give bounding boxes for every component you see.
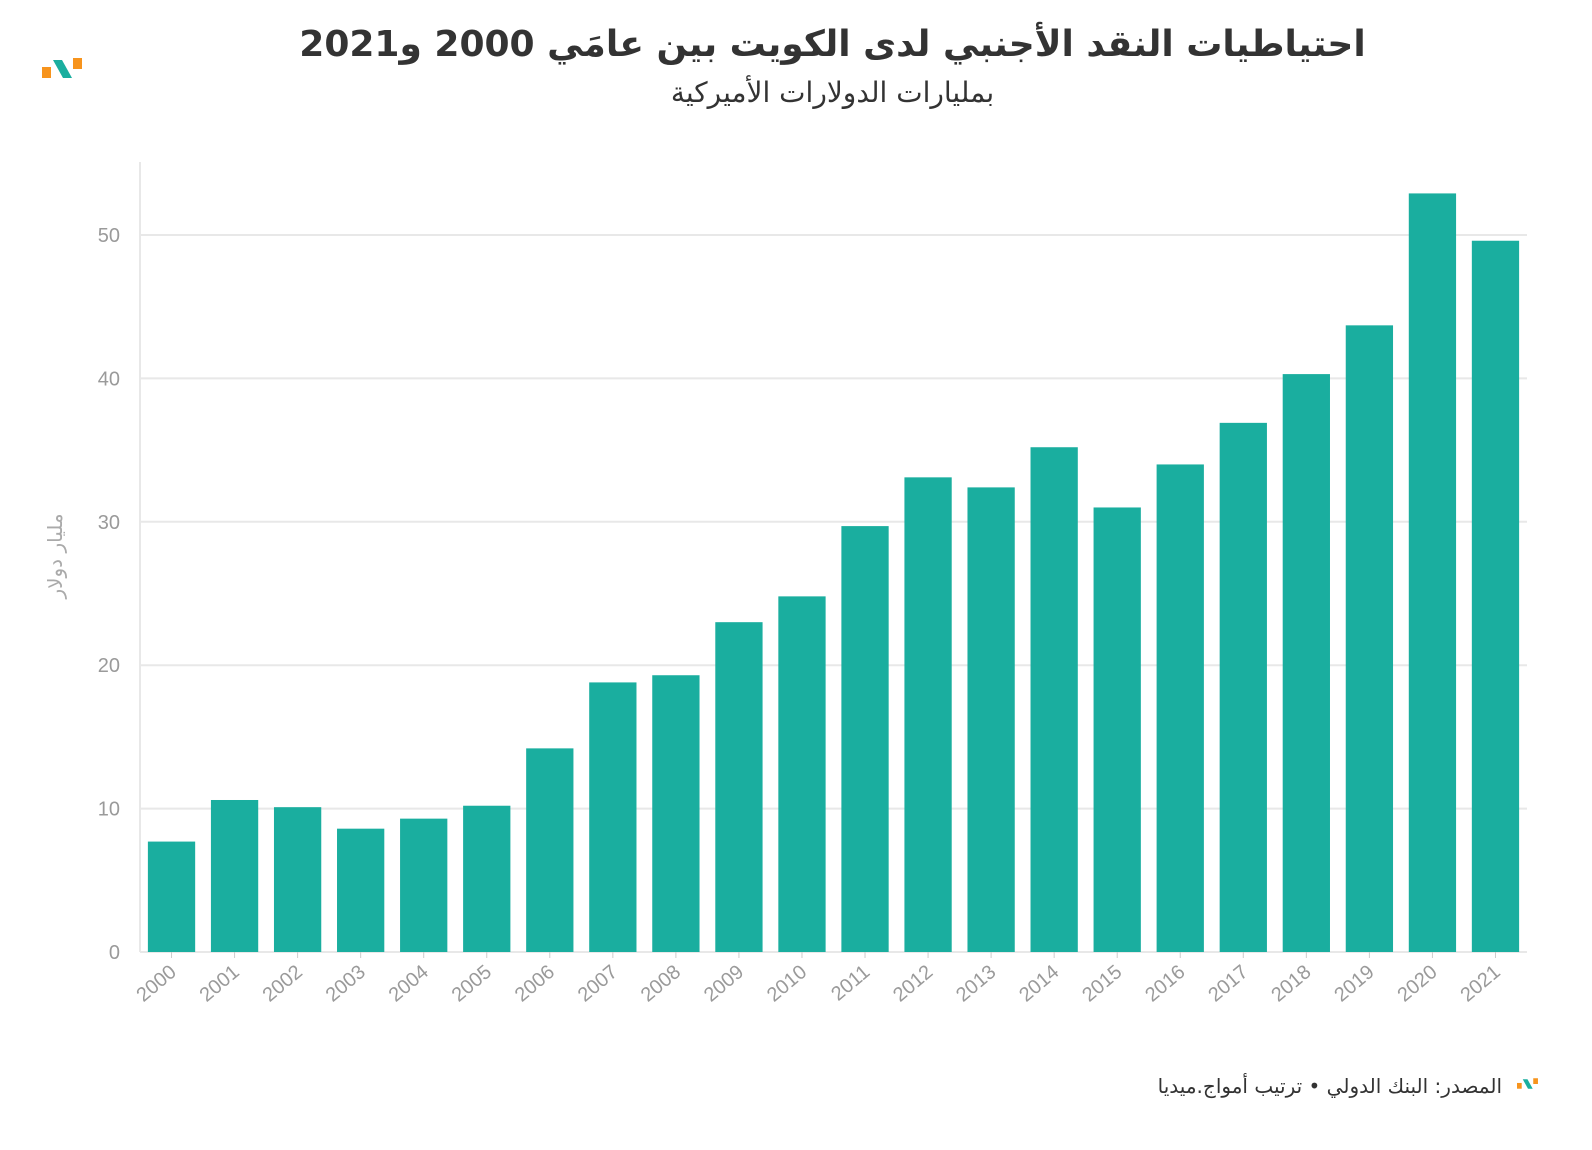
x-tick-label: 2005: [448, 961, 496, 1006]
y-tick-label: 30: [98, 512, 120, 534]
x-tick-label: 2017: [1204, 961, 1252, 1006]
x-tick-label: 2012: [889, 961, 937, 1006]
bar-2020: [1408, 193, 1457, 952]
x-tick-label: 2019: [1330, 961, 1378, 1006]
x-tick-label: 2011: [827, 961, 874, 1006]
x-tick-label: 2006: [511, 961, 559, 1006]
bar-chart: 0 10 20 30 40 50 مليار دولار 2000 2001 2002 2003 20…: [43, 162, 1527, 1006]
footer-logo-icon: [1517, 1078, 1538, 1089]
x-tick-label: 2007: [574, 961, 622, 1006]
x-tick-label: 2002: [259, 961, 307, 1006]
x-tick-label: 2020: [1393, 961, 1441, 1006]
source-footer: المصدر: البنك الدولي • ترتيب أمواج.ميديا: [1157, 1074, 1502, 1098]
brand-logo-icon: [42, 58, 82, 78]
bar-2003: [337, 828, 385, 952]
bar-2017: [1219, 422, 1267, 952]
bar-2006: [526, 748, 574, 952]
y-tick-label: 20: [98, 655, 120, 677]
y-tick-label: 10: [98, 799, 120, 821]
x-tick-label: 2001: [196, 961, 244, 1006]
x-tick-label: 2003: [322, 961, 370, 1006]
bar-2009: [715, 622, 763, 952]
x-tick-label: 2021: [1456, 961, 1504, 1006]
bar-2007: [589, 682, 637, 952]
bar-2012: [904, 477, 952, 952]
bar-2014: [1030, 447, 1078, 952]
bar-2008: [652, 675, 700, 952]
x-tick-label: 2018: [1267, 961, 1315, 1006]
x-tick-label: 2010: [763, 961, 811, 1006]
bar-2016: [1156, 464, 1204, 952]
bar-2010: [778, 596, 826, 952]
bar-2018: [1282, 374, 1330, 952]
x-tick-label: 2015: [1078, 961, 1126, 1006]
x-tick-label: 2009: [700, 961, 748, 1006]
chart-title: احتياطيات النقد الأجنبي لدى الكويت بين ع…: [299, 24, 1366, 65]
y-tick-label: 40: [98, 368, 120, 390]
y-axis-label: مليار دولار: [43, 513, 67, 599]
x-tick-label: 2008: [637, 961, 685, 1006]
y-tick-label: 50: [98, 225, 120, 247]
bar-2019: [1345, 325, 1394, 952]
bar-2021: [1471, 240, 1520, 953]
bar-2013: [967, 487, 1015, 952]
bar-2005: [463, 805, 511, 952]
x-tick-label: 2004: [385, 961, 433, 1006]
x-tick-label: 2014: [1015, 961, 1063, 1006]
bar-2002: [273, 807, 322, 952]
x-tick-label: 2016: [1141, 961, 1189, 1006]
bar-2001: [210, 799, 259, 952]
bar-2011: [841, 526, 889, 952]
bar-2004: [400, 818, 448, 952]
y-tick-label: 0: [109, 942, 120, 964]
x-tick-label: 2013: [952, 961, 1000, 1006]
bar-2000: [147, 841, 196, 952]
chart-subtitle: بمليارات الدولارات الأميركية: [670, 76, 995, 109]
x-tick-label: 2000: [133, 961, 181, 1006]
bar-2015: [1093, 507, 1141, 952]
